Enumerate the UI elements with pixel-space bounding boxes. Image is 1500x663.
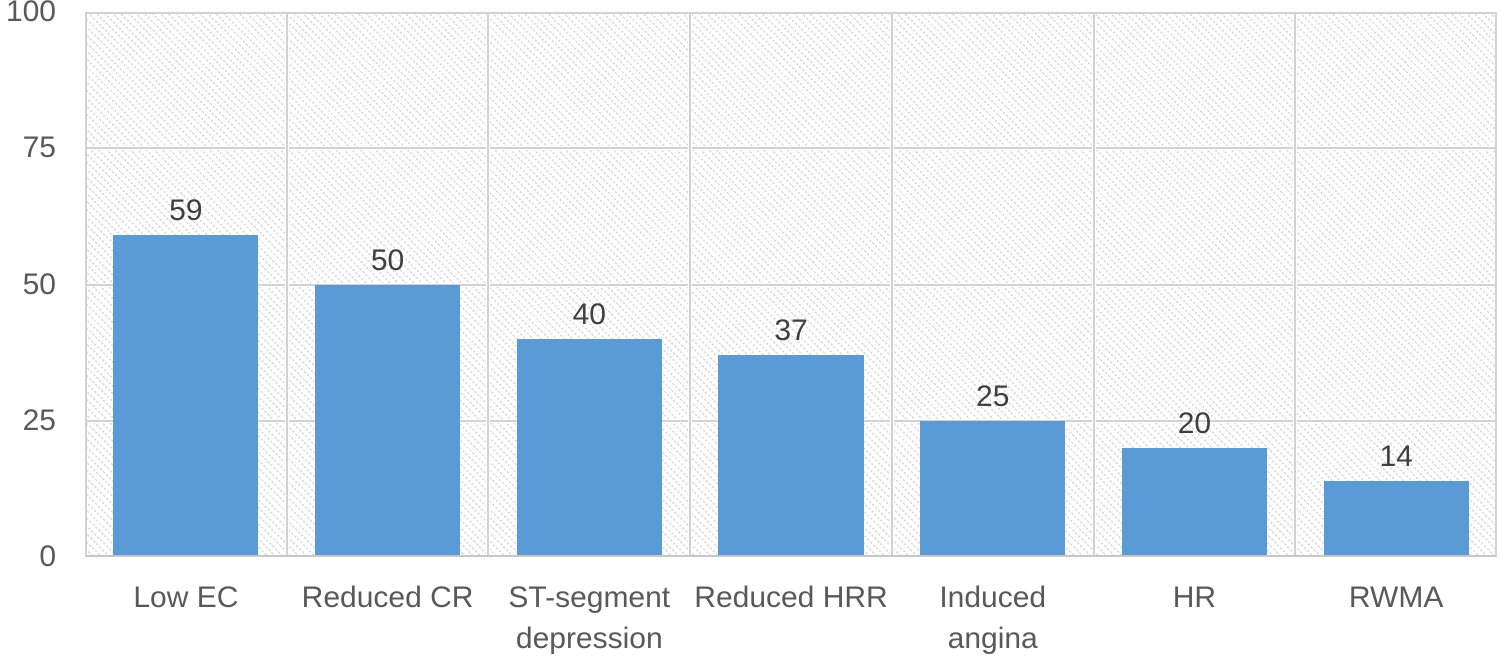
plot-area: 59 50 40 37 25 20 14 bbox=[85, 12, 1497, 557]
bar bbox=[113, 235, 259, 557]
x-category-label: HR bbox=[1172, 581, 1217, 614]
y-tick-label: 25 bbox=[22, 403, 56, 437]
gridline-vertical bbox=[284, 12, 289, 557]
y-tick-label: 50 bbox=[22, 267, 56, 301]
bar-value-label: 25 bbox=[976, 379, 1010, 413]
gridline-vertical bbox=[688, 12, 693, 557]
gridline-vertical bbox=[1293, 12, 1298, 557]
y-tick-label: 100 bbox=[5, 0, 56, 28]
x-category-label: RWMA bbox=[1348, 581, 1444, 614]
bar bbox=[1323, 480, 1469, 557]
gridline-horizontal bbox=[85, 146, 1497, 151]
y-tick-label: 75 bbox=[22, 131, 56, 165]
bar-value-label: 50 bbox=[370, 243, 405, 277]
bar bbox=[920, 420, 1066, 557]
bar bbox=[718, 355, 864, 557]
y-tick-label: 0 bbox=[39, 540, 56, 573]
x-category-label: Low EC bbox=[133, 581, 239, 614]
gridline-horizontal bbox=[85, 282, 1497, 287]
gridline-vertical bbox=[889, 12, 894, 557]
gridline-vertical bbox=[486, 12, 491, 557]
x-category-label: Reduced CR bbox=[301, 581, 474, 614]
bar-value-label: 59 bbox=[169, 194, 203, 228]
bar bbox=[516, 339, 662, 557]
bar-value-label: 37 bbox=[774, 314, 808, 348]
bar bbox=[314, 284, 461, 557]
x-category-label: Reduced HRR bbox=[694, 581, 888, 614]
bar-value-label: 40 bbox=[572, 298, 606, 331]
gridline-vertical bbox=[1091, 12, 1096, 557]
bar-value-label: 14 bbox=[1379, 439, 1413, 473]
bar-value-label: 20 bbox=[1177, 407, 1212, 440]
bar bbox=[1121, 448, 1268, 557]
x-category-label: ST-segment depression bbox=[508, 581, 671, 655]
x-category-label: Induced angina bbox=[939, 581, 1047, 655]
